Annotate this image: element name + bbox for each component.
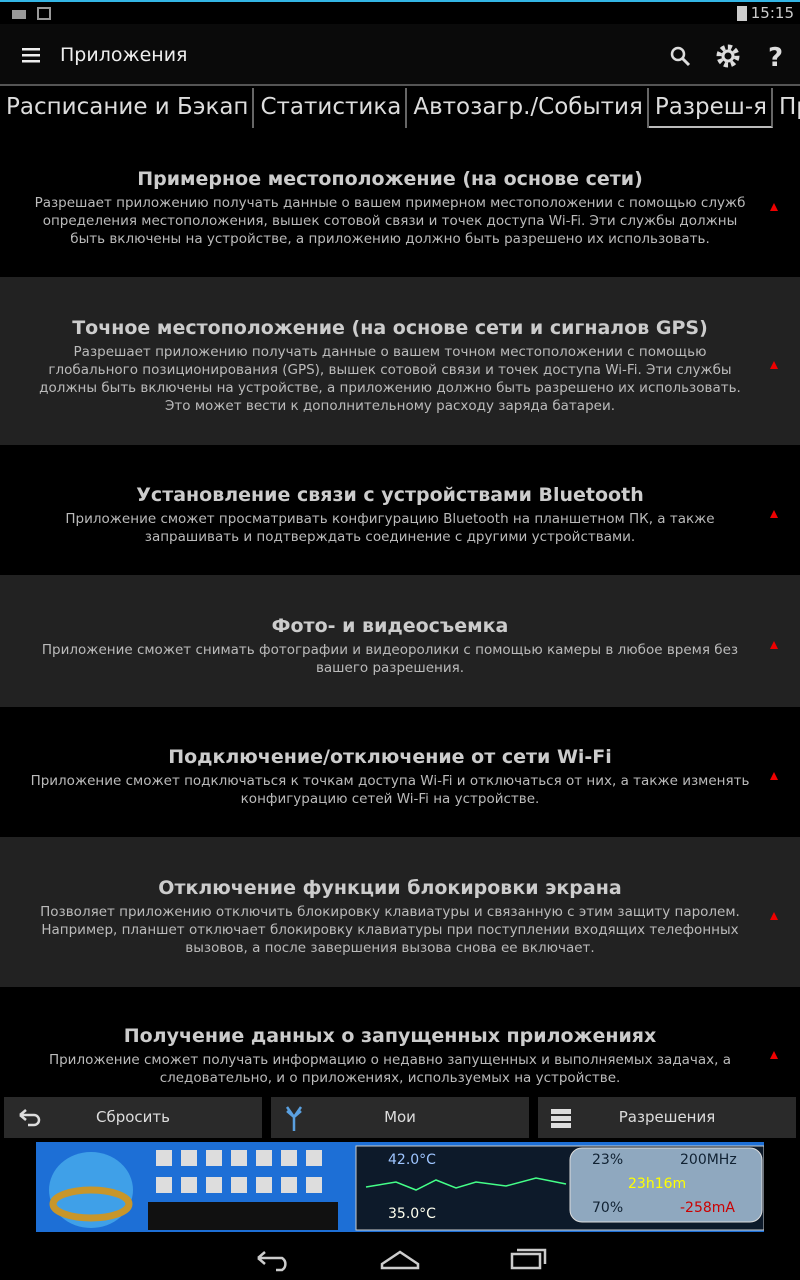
tab[interactable]: При <box>773 88 800 128</box>
temp-top: 42.0°C <box>388 1152 436 1168</box>
permission-description: Приложение сможет подключаться к точкам … <box>30 773 750 807</box>
clock: 15:15 <box>750 4 794 22</box>
tab[interactable]: Разреш-я <box>648 88 773 128</box>
status-icons <box>12 7 51 20</box>
battery-icon <box>737 6 747 21</box>
permission-description: Разрешает приложению получать данные о в… <box>34 194 746 247</box>
permission-description: Приложение сможет получать информацию о … <box>48 1052 732 1086</box>
battery-level: 70% <box>592 1200 624 1216</box>
permission-item[interactable]: Установление связи с устройствами Blueto… <box>0 445 800 575</box>
settings-button[interactable] <box>716 44 740 68</box>
warning-icon <box>770 361 778 369</box>
home-button[interactable] <box>380 1250 420 1270</box>
permission-item[interactable]: Отключение функции блокировки экрана Позв… <box>0 837 800 987</box>
help-button[interactable]: ? <box>768 43 783 73</box>
warning-icon <box>770 510 778 518</box>
warning-icon <box>770 772 778 780</box>
toolbar-title: Приложения <box>60 44 188 66</box>
tab[interactable]: Расписание и Бэкап <box>0 88 255 128</box>
ad-graphics <box>49 1145 764 1231</box>
action-button[interactable]: Мои <box>271 1097 529 1138</box>
warning-icon <box>770 202 778 211</box>
warning-icon <box>770 1051 778 1059</box>
permission-item[interactable]: Фото- и видеосъемка Приложение сможет сни… <box>0 575 800 707</box>
nav-bar <box>0 1232 800 1280</box>
battery-current: -258mA <box>680 1200 735 1216</box>
button-bar: Сбросить Мои Разрешения <box>0 1097 800 1139</box>
button-label: Сбросить <box>96 1108 170 1126</box>
permission-title: Установление связи с устройствами Blueto… <box>136 484 644 506</box>
button-icon <box>14 1103 42 1133</box>
button-icon <box>281 1103 309 1133</box>
toolbar-actions: ? <box>670 43 783 73</box>
tab[interactable]: Статистика <box>254 88 408 128</box>
permission-title: Примерное местоположение (на основе сети… <box>137 167 643 190</box>
cpu-freq: 200MHz <box>680 1152 737 1168</box>
permission-title: Отключение функции блокировки экрана <box>158 877 622 899</box>
permission-description: Приложение сможет просматривать конфигур… <box>65 511 715 545</box>
permission-description: Приложение сможет снимать фотографии и в… <box>41 642 739 676</box>
permission-title: Фото- и видеосъемка <box>271 615 509 637</box>
action-button[interactable]: Разрешения <box>538 1097 796 1138</box>
tab[interactable]: Автозагр./События <box>407 88 649 128</box>
menu-button[interactable] <box>20 44 44 68</box>
permission-title: Точное местоположение (на основе сети и … <box>72 317 708 339</box>
tab-bar: Расписание и Бэкап Статистика Автозагр./Со… <box>0 88 800 128</box>
temp-bottom: 35.0°C <box>388 1206 436 1222</box>
permission-list: Примерное местоположение (на основе сети… <box>0 128 800 1095</box>
permission-item[interactable]: Точное местоположение (на основе сети и … <box>0 277 800 445</box>
ad-banner[interactable]: 42.0°C 35.0°C 23% 200MHz 23h16m 70% -258… <box>36 1142 764 1232</box>
permission-title: Получение данных о запущенных приложения… <box>123 1025 657 1047</box>
permission-item[interactable]: Примерное местоположение (на основе сети… <box>0 128 800 277</box>
status-bar: 15:15 <box>0 0 800 24</box>
cpu-load: 23% <box>592 1152 624 1168</box>
permission-title: Подключение/отключение от сети Wi-Fi <box>168 746 612 768</box>
button-label: Мои <box>384 1108 416 1126</box>
permission-description: Позволяет приложению отключить блокировк… <box>40 904 740 956</box>
button-icon <box>548 1103 576 1133</box>
button-label: Разрешения <box>618 1108 716 1126</box>
recents-button[interactable] <box>510 1248 547 1270</box>
permission-item[interactable]: Подключение/отключение от сети Wi-Fi Прил… <box>0 707 800 837</box>
warning-icon <box>770 641 778 649</box>
back-button[interactable] <box>257 1251 287 1272</box>
permission-description: Разрешает приложению получать данные о в… <box>39 344 741 414</box>
permission-item[interactable]: Получение данных о запущенных приложения… <box>0 987 800 1095</box>
toolbar: Приложения ? <box>0 24 800 86</box>
warning-icon <box>770 912 778 920</box>
uptime: 23h16m <box>628 1176 687 1192</box>
search-button[interactable] <box>670 46 691 67</box>
action-button[interactable]: Сбросить <box>4 1097 262 1138</box>
